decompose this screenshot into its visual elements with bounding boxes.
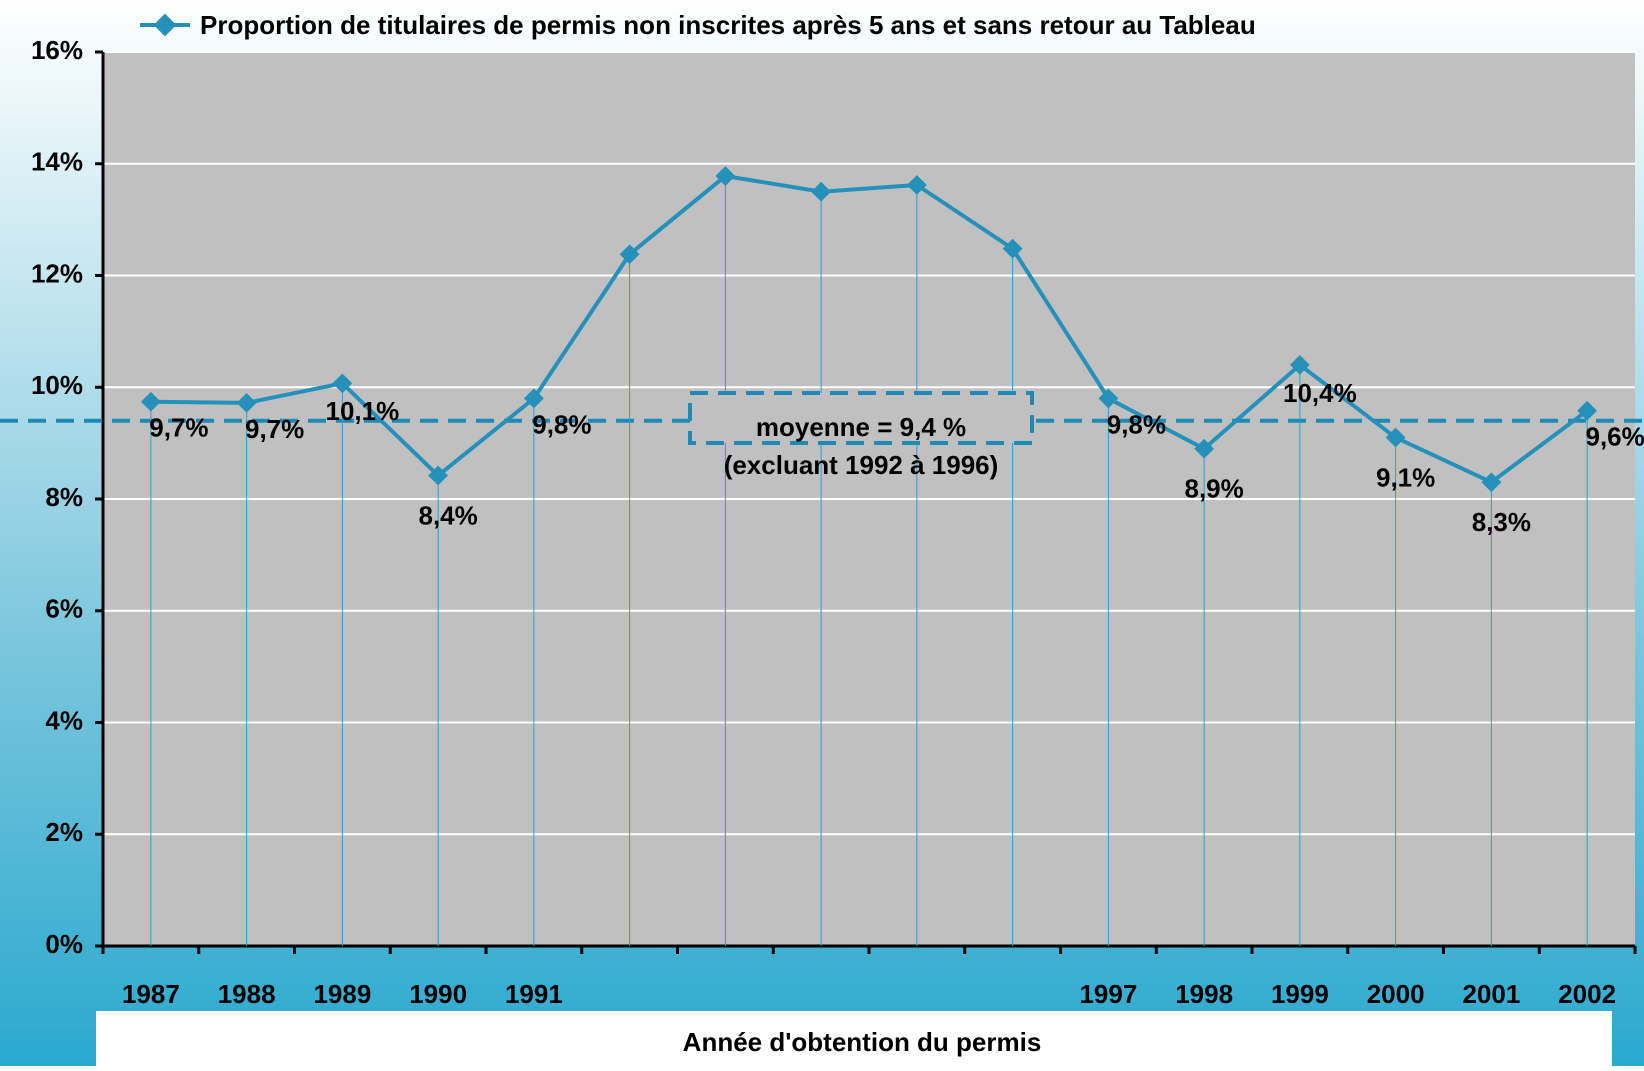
data-label: 9,1% xyxy=(1376,462,1435,492)
data-label: 8,3% xyxy=(1472,507,1531,537)
data-label: 9,7% xyxy=(245,414,304,444)
point xyxy=(428,465,449,486)
data-label: 10,4% xyxy=(1283,378,1357,408)
data-label: 9,8% xyxy=(1107,409,1166,439)
y-tick-label: 2% xyxy=(45,817,83,847)
y-tick-label: 0% xyxy=(45,929,83,959)
x-tick-label: 1989 xyxy=(313,979,371,1009)
y-tick-label: 4% xyxy=(45,705,83,735)
x-tick-label: 2000 xyxy=(1367,979,1425,1009)
x-tick-label: 2001 xyxy=(1462,979,1520,1009)
x-tick-label: 1998 xyxy=(1175,979,1233,1009)
y-tick-label: 6% xyxy=(45,594,83,624)
point xyxy=(1098,388,1119,409)
x-tick-label: 1987 xyxy=(122,979,180,1009)
y-tick-label: 10% xyxy=(31,370,83,400)
x-label-box xyxy=(96,1011,1612,1066)
series-line xyxy=(150,173,1589,485)
x-tick-label: 2002 xyxy=(1558,979,1616,1009)
x-tick-label: 1997 xyxy=(1079,979,1137,1009)
x-axis-label: Année d'obtention du permis xyxy=(683,1027,1042,1057)
point xyxy=(1194,438,1215,459)
y-tick-label: 14% xyxy=(31,147,83,177)
y-tick-label: 12% xyxy=(31,258,83,288)
mean-note: (excluant 1992 à 1996) xyxy=(724,450,999,480)
data-label: 8,9% xyxy=(1184,474,1243,504)
x-tick-label: 1991 xyxy=(505,979,563,1009)
point xyxy=(140,391,161,412)
point xyxy=(1289,355,1310,375)
y-tick-label: 16% xyxy=(31,35,83,65)
point xyxy=(332,373,353,394)
y-tick-label: 8% xyxy=(45,482,83,512)
point xyxy=(1577,400,1598,421)
legend-label: Proportion de titulaires de permis non i… xyxy=(200,10,1256,40)
point xyxy=(236,392,257,413)
data-label: 8,4% xyxy=(418,500,477,530)
data-label: 10,1% xyxy=(326,396,400,426)
mean-box xyxy=(688,391,1034,445)
x-tick-label: 1999 xyxy=(1271,979,1329,1009)
mean-label: moyenne = 9,4 % xyxy=(756,412,966,442)
point xyxy=(1481,472,1502,493)
x-tick-label: 1990 xyxy=(409,979,467,1009)
data-label: 9,8% xyxy=(532,409,591,439)
point xyxy=(1385,427,1406,448)
data-label: 9,6% xyxy=(1585,422,1644,452)
point xyxy=(523,388,544,409)
data-label: 9,7% xyxy=(149,413,208,443)
x-tick-label: 1988 xyxy=(218,979,276,1009)
